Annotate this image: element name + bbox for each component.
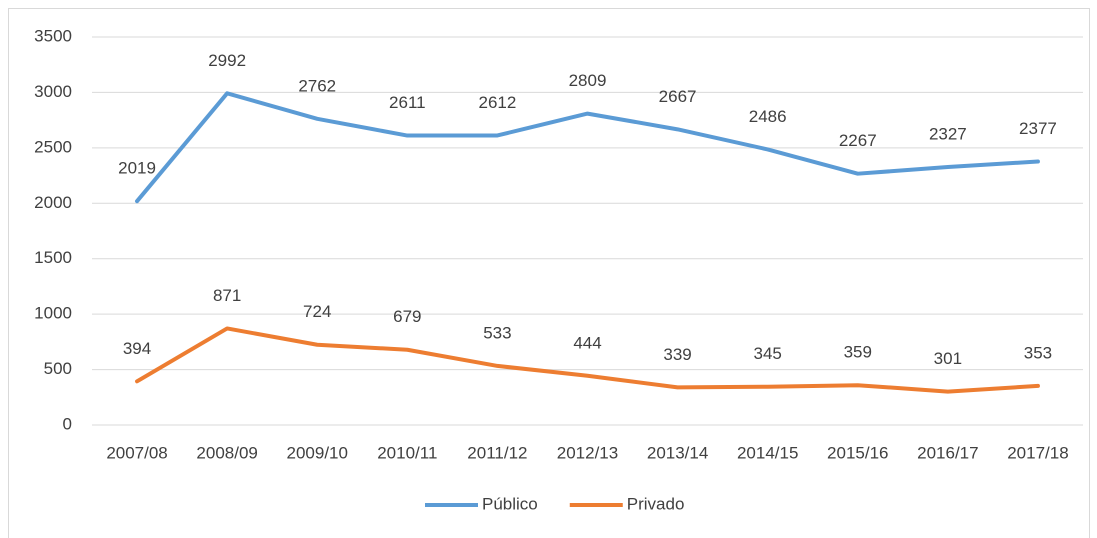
line-series bbox=[135, 91, 1040, 204]
x-tick-label: 2012/13 bbox=[557, 443, 618, 462]
data-label: 724 bbox=[303, 302, 331, 321]
data-label: 2667 bbox=[659, 87, 697, 106]
x-tick-label: 2009/10 bbox=[287, 443, 348, 462]
x-tick-label: 2010/11 bbox=[377, 443, 437, 462]
chart-frame bbox=[8, 8, 1090, 538]
x-tick-label: 2014/15 bbox=[737, 443, 798, 462]
data-label: 339 bbox=[663, 345, 691, 364]
legend-label: Público bbox=[482, 494, 538, 513]
x-tick-label: 2007/08 bbox=[106, 443, 167, 462]
data-label: 2267 bbox=[839, 131, 877, 150]
data-label: 2992 bbox=[208, 51, 246, 70]
y-tick-label: 500 bbox=[44, 359, 72, 378]
data-label: 2327 bbox=[929, 125, 967, 144]
y-tick-label: 3000 bbox=[34, 82, 72, 101]
data-label: 394 bbox=[123, 339, 151, 358]
x-tick-label: 2011/12 bbox=[467, 443, 527, 462]
data-label: 2611 bbox=[389, 93, 426, 112]
x-tick-label: 2016/17 bbox=[917, 443, 978, 462]
data-label: 444 bbox=[573, 333, 601, 352]
x-tick-label: 2013/14 bbox=[647, 443, 708, 462]
data-label: 353 bbox=[1024, 343, 1052, 362]
data-label: 2809 bbox=[569, 71, 607, 90]
data-label: 2377 bbox=[1019, 119, 1057, 138]
y-tick-label: 0 bbox=[63, 414, 72, 433]
x-tick-label: 2008/09 bbox=[196, 443, 257, 462]
data-label: 359 bbox=[844, 343, 872, 362]
data-label: 2612 bbox=[478, 93, 516, 112]
data-label: 679 bbox=[393, 307, 421, 326]
line-series bbox=[135, 326, 1040, 394]
y-tick-label: 3500 bbox=[34, 26, 72, 45]
x-tick-label: 2015/16 bbox=[827, 443, 888, 462]
data-label: 2486 bbox=[749, 107, 787, 126]
data-label: 345 bbox=[753, 344, 781, 363]
data-label: 2762 bbox=[298, 76, 336, 95]
data-label: 533 bbox=[483, 323, 511, 342]
x-tick-label: 2017/18 bbox=[1007, 443, 1068, 462]
y-tick-label: 1000 bbox=[34, 304, 72, 323]
y-tick-label: 2000 bbox=[34, 193, 72, 212]
legend-label: Privado bbox=[627, 494, 685, 513]
data-label: 2019 bbox=[118, 159, 156, 178]
data-label: 301 bbox=[934, 349, 962, 368]
data-label: 871 bbox=[213, 286, 241, 305]
y-tick-label: 2500 bbox=[34, 137, 72, 156]
y-tick-label: 1500 bbox=[34, 248, 72, 267]
